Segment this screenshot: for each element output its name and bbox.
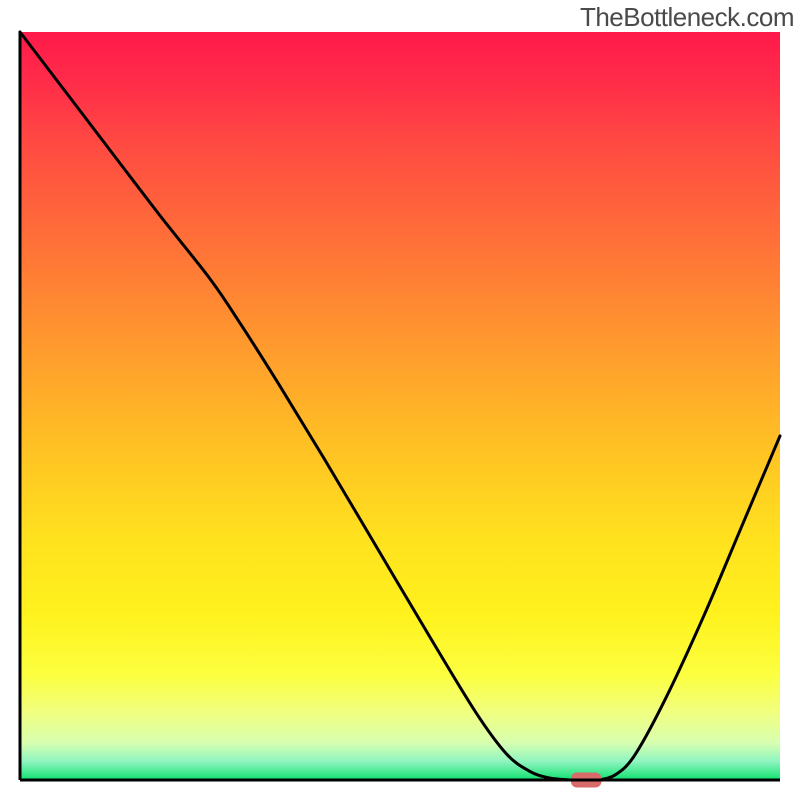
- watermark-text: TheBottleneck.com: [580, 2, 794, 33]
- bottleneck-chart: [0, 0, 800, 800]
- chart-background: [20, 32, 780, 780]
- chart-container: TheBottleneck.com: [0, 0, 800, 800]
